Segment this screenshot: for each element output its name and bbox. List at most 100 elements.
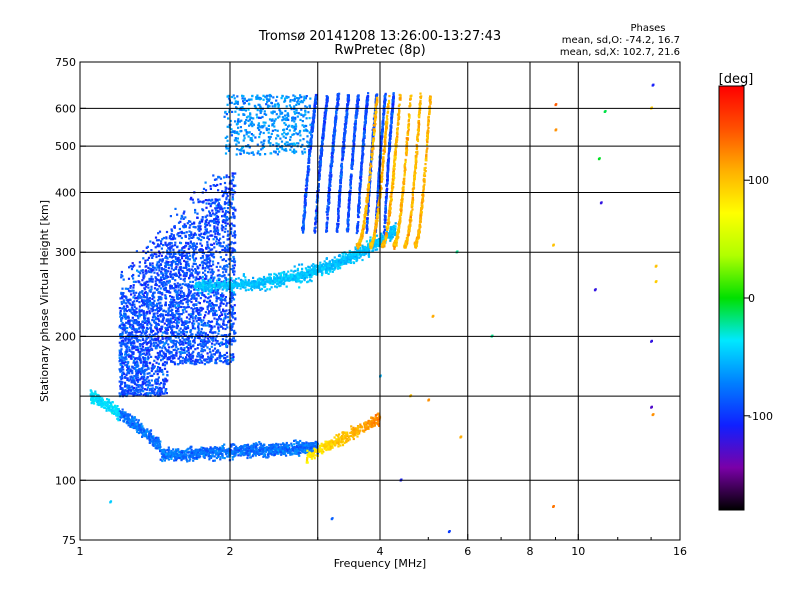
- data-point: [127, 319, 131, 322]
- data-point: [171, 244, 174, 247]
- data-point: [219, 344, 222, 347]
- data-point: [133, 319, 136, 322]
- data-point: [175, 349, 178, 352]
- data-point: [130, 392, 133, 395]
- data-point: [208, 198, 211, 201]
- data-point: [161, 346, 164, 349]
- data-point: [233, 447, 236, 450]
- data-point: [155, 345, 159, 348]
- data-point: [204, 199, 207, 202]
- data-point: [147, 349, 150, 352]
- data-point: [190, 358, 193, 361]
- data-point: [177, 307, 180, 310]
- data-point: [129, 376, 132, 379]
- data-point: [117, 419, 120, 422]
- data-point: [175, 345, 178, 349]
- data-point: [120, 319, 123, 323]
- data-point: [197, 325, 200, 328]
- data-point: [123, 415, 126, 418]
- data-point: [211, 337, 215, 340]
- data-point: [259, 452, 262, 456]
- data-point: [149, 303, 152, 306]
- data-point: [122, 292, 125, 295]
- data-point: [223, 230, 226, 233]
- data-point: [378, 416, 381, 419]
- data-point: [181, 329, 185, 332]
- data-point: [208, 348, 211, 351]
- data-point: [220, 227, 223, 230]
- data-point: [165, 339, 168, 342]
- data-point: [181, 455, 184, 458]
- data-point: [184, 327, 187, 330]
- data-point: [303, 449, 307, 452]
- data-point: [189, 340, 192, 343]
- data-point: [228, 312, 231, 315]
- data-point: [173, 282, 176, 286]
- data-point: [212, 451, 215, 454]
- data-point: [243, 448, 246, 451]
- data-point: [127, 355, 130, 358]
- data-point: [159, 330, 162, 333]
- data-point: [249, 456, 252, 459]
- data-point: [192, 262, 195, 265]
- data-point: [205, 262, 208, 265]
- data-point: [171, 301, 174, 304]
- data-point: [197, 323, 200, 326]
- data-point: [224, 334, 227, 337]
- data-point: [208, 448, 211, 451]
- data-point: [224, 249, 227, 252]
- data-point: [133, 303, 136, 306]
- data-point: [189, 290, 192, 293]
- data-point: [186, 448, 189, 451]
- data-point: [183, 321, 186, 324]
- data-point: [142, 250, 145, 253]
- data-point: [118, 307, 121, 310]
- data-point: [145, 380, 148, 383]
- data-point: [174, 306, 178, 309]
- data-point: [221, 445, 224, 448]
- data-point: [247, 452, 250, 455]
- data-point: [354, 427, 357, 430]
- data-point: [210, 310, 213, 313]
- data-point: [188, 317, 191, 321]
- data-point: [160, 270, 163, 274]
- data-point: [289, 449, 292, 453]
- data-point: [215, 304, 218, 307]
- data-point: [230, 259, 234, 262]
- data-point: [223, 313, 226, 316]
- data-point: [132, 391, 135, 394]
- data-point: [151, 280, 154, 283]
- data-point: [218, 308, 221, 311]
- data-point: [184, 320, 187, 323]
- data-point: [210, 234, 213, 237]
- data-point: [371, 419, 374, 422]
- data-point: [233, 329, 236, 332]
- data-point: [227, 362, 230, 366]
- data-point: [178, 457, 181, 460]
- data-point: [90, 402, 93, 405]
- data-point: [218, 448, 221, 451]
- data-point: [162, 281, 165, 284]
- data-point: [365, 425, 368, 428]
- data-point: [184, 216, 187, 219]
- data-point: [166, 275, 170, 279]
- data-point: [214, 207, 217, 210]
- data-point: [159, 353, 162, 356]
- data-point: [192, 295, 195, 298]
- data-point: [169, 306, 172, 309]
- data-point: [211, 338, 214, 342]
- data-point: [206, 305, 209, 308]
- data-point: [157, 362, 160, 365]
- data-point: [162, 317, 165, 320]
- data-point: [240, 453, 243, 456]
- data-point: [149, 290, 152, 293]
- data-point: [186, 269, 189, 272]
- data-point: [254, 445, 257, 448]
- data-point: [161, 331, 164, 334]
- data-point: [233, 449, 236, 452]
- data-point: [234, 339, 237, 342]
- data-point: [221, 208, 224, 211]
- data-point: [181, 337, 184, 340]
- data-point: [168, 325, 171, 329]
- data-point: [181, 295, 184, 298]
